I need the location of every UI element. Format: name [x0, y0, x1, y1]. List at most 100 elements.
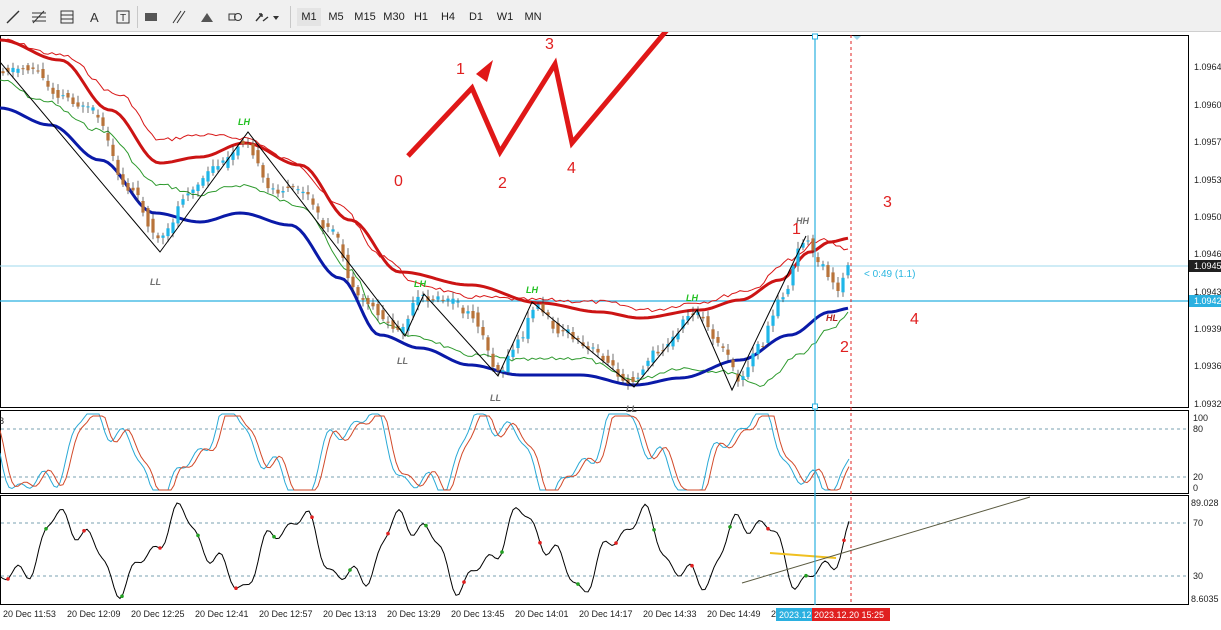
candle-body — [616, 369, 620, 377]
shapes-tool-icon[interactable] — [224, 6, 246, 28]
candle-body — [21, 68, 25, 70]
swing-label: HH — [796, 216, 809, 226]
candle-body — [356, 287, 360, 296]
timeframe-m1[interactable]: M1 — [297, 8, 321, 26]
text-tool-icon[interactable]: A — [84, 6, 106, 28]
candle-body — [311, 198, 315, 205]
candle-body — [476, 312, 480, 327]
rsi-peak-marker — [614, 541, 618, 545]
triangle-tool-icon[interactable] — [196, 6, 218, 28]
candle-body — [506, 355, 510, 373]
candle-body — [236, 146, 240, 156]
candle-body — [1, 71, 5, 74]
candle-body — [806, 240, 810, 242]
candle-body — [446, 298, 450, 301]
candle-body — [36, 70, 40, 72]
rsi-peak-marker — [120, 594, 124, 598]
timeframe-m30[interactable]: M30 — [383, 11, 405, 23]
line-tool-icon[interactable] — [2, 6, 24, 28]
svg-text:2023.12.20 15:25: 2023.12.20 15:25 — [814, 610, 884, 620]
time-label: 20 Dec 13:45 — [451, 609, 505, 619]
candle-body — [306, 192, 310, 195]
time-label: 20 Dec 12:41 — [195, 609, 249, 619]
red-band — [0, 38, 849, 320]
timeframe-h4[interactable]: H4 — [440, 11, 456, 23]
shift-marker-icon[interactable] — [853, 36, 861, 40]
candle-body — [656, 351, 660, 354]
fibonacci-tool-icon[interactable] — [28, 6, 50, 28]
candle-body — [201, 178, 205, 186]
candle-body — [51, 87, 55, 94]
timeframe-w1[interactable]: W1 — [496, 11, 514, 23]
rectangle-tool-icon[interactable] — [140, 6, 162, 28]
candle-body — [646, 360, 650, 366]
timeframe-m5[interactable]: M5 — [328, 11, 344, 23]
rsi-axis-label: 30 — [1193, 571, 1203, 581]
time-label: 20 Dec 14:49 — [707, 609, 761, 619]
timeframe-d1[interactable]: D1 — [468, 11, 484, 23]
time-label: 2 — [771, 609, 776, 619]
rsi-peak-marker — [804, 573, 808, 578]
price-label: 1.0939 — [1194, 324, 1221, 334]
candle-body — [396, 325, 400, 330]
blue-band — [0, 106, 849, 387]
rsi-peak-marker — [272, 534, 276, 539]
timeframe-m15[interactable]: M15 — [354, 11, 376, 23]
candle-body — [156, 235, 160, 239]
crosshair-handle[interactable] — [812, 33, 818, 40]
rsi-peak-marker — [652, 528, 656, 532]
candle-body — [391, 320, 395, 329]
rsi-axis-label: 89.028 — [1191, 498, 1219, 508]
candle-body — [431, 299, 435, 301]
candle-body — [576, 338, 580, 340]
candle-body — [181, 199, 185, 205]
rsi-peak-marker — [348, 568, 352, 572]
candle-body — [671, 336, 675, 347]
timeframe-mn[interactable]: MN — [524, 11, 542, 23]
candle-body — [251, 143, 255, 156]
rsi-peak-marker — [690, 563, 694, 568]
price-label: 1.0950 — [1194, 212, 1221, 222]
rsi-trend-line[interactable] — [741, 496, 1031, 584]
candle-body — [166, 228, 170, 237]
candle-body — [811, 238, 815, 251]
rsi-peak-marker — [462, 580, 466, 584]
timeframe-h1[interactable]: H1 — [413, 11, 429, 23]
arrow-tool-icon[interactable] — [252, 6, 282, 28]
candle-body — [136, 187, 140, 196]
candle-body — [711, 329, 715, 339]
chart-area[interactable]: LH LL LH LL LH LL LH LL HH HL 0 1 2 3 4 … — [0, 32, 1221, 630]
candle-body — [66, 93, 70, 98]
crosshair-handle[interactable] — [812, 403, 818, 410]
rsi-divergence-line[interactable] — [769, 552, 837, 559]
candle-body — [746, 367, 750, 377]
wave-drawing[interactable] — [406, 32, 672, 158]
rsi-line — [0, 502, 850, 600]
candle-body — [321, 220, 325, 229]
price-label: 1.0960 — [1194, 100, 1221, 110]
channel-tool-icon[interactable] — [56, 6, 78, 28]
text-label-tool-icon[interactable]: T — [112, 6, 134, 28]
candle-body — [771, 315, 775, 326]
countdown-text: < 0:49 (1.1) — [864, 269, 915, 280]
candle-body — [461, 307, 465, 314]
rsi-peak-marker — [728, 525, 732, 529]
candle-body — [346, 254, 350, 279]
swing-label: HL — [826, 313, 838, 323]
candle-body — [121, 174, 125, 185]
candle-body — [596, 348, 600, 353]
price-label: 1.0953 — [1194, 175, 1221, 185]
hatch-tool-icon[interactable] — [168, 6, 190, 28]
candle-body — [271, 188, 275, 190]
candle-body — [111, 144, 115, 156]
candle-body — [171, 222, 175, 234]
candle-body — [286, 186, 290, 188]
candle-body — [526, 317, 530, 339]
candlesticks — [1, 62, 850, 390]
candle-body — [791, 265, 795, 286]
candle-body — [246, 143, 250, 145]
time-label: 20 Dec 11:53 — [3, 609, 56, 619]
current-price-tag-text: 1.0945 — [1194, 261, 1221, 271]
candle-body — [486, 337, 490, 351]
candle-body — [831, 272, 835, 283]
